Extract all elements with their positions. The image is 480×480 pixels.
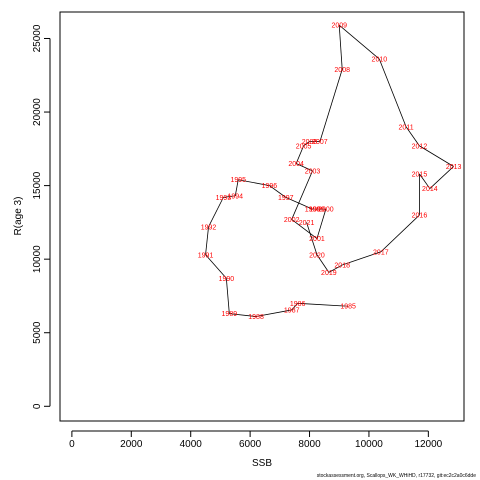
segment-2007-2008	[319, 69, 343, 142]
x-tick-label: 0	[69, 439, 75, 450]
year-label-1993: 1993	[216, 195, 232, 202]
y-tick-label: 10000	[32, 245, 43, 273]
segment-1996-1997	[269, 185, 286, 198]
year-label-2016: 2016	[412, 213, 428, 220]
x-tick-label: 4000	[180, 439, 203, 450]
year-label-2013: 2013	[446, 164, 462, 171]
y-tick-label: 5000	[32, 321, 43, 344]
x-tick-label: 2000	[120, 439, 143, 450]
x-tick-label: 6000	[239, 439, 262, 450]
footer-text: stockassessment.org, Scallops_WK_WHiHD, …	[317, 473, 476, 479]
x-tick-label: 8000	[298, 439, 321, 450]
year-label-2005: 2005	[296, 143, 312, 150]
year-label-2004: 2004	[288, 161, 304, 168]
segment-1992-1993	[208, 197, 224, 227]
segment-2009-2010	[338, 24, 380, 60]
year-label-2012: 2012	[412, 143, 428, 150]
trajectory-lines	[205, 24, 454, 317]
segment-2019-2020	[316, 254, 330, 273]
segment-2016-2017	[380, 214, 420, 253]
plot-frame	[59, 11, 465, 422]
year-label-2009: 2009	[331, 23, 347, 30]
segment-2018-2019	[328, 264, 343, 273]
segment-2008-2009	[338, 25, 343, 70]
segment-1989-1990	[225, 278, 230, 314]
segment-2005-2006	[303, 141, 310, 147]
year-label-2000: 2000	[318, 207, 334, 214]
segment-2014-2015	[419, 173, 431, 189]
y-tick-label: 25000	[32, 24, 43, 52]
year-label-1997: 1997	[278, 195, 294, 202]
segment-1987-1988	[255, 309, 292, 317]
year-label-2008: 2008	[334, 67, 350, 74]
segment-2004-2005	[295, 145, 304, 164]
year-label-1987: 1987	[284, 307, 300, 314]
year-label-1992: 1992	[201, 224, 217, 231]
segment-2003-2004	[295, 163, 313, 172]
segment-1985-1986	[297, 302, 349, 307]
segment-2002-2003	[291, 170, 313, 220]
y-tick-label: 0	[32, 403, 43, 409]
year-label-1991: 1991	[198, 252, 214, 259]
segment-1988-1989	[229, 313, 257, 317]
segment-2011-2012	[405, 126, 420, 147]
year-label-1990: 1990	[219, 276, 235, 283]
x-axis-label: SSB	[252, 458, 272, 469]
year-label-2006: 2006	[302, 139, 318, 146]
year-label-2017: 2017	[373, 249, 389, 256]
year-label-2021: 2021	[299, 220, 315, 227]
year-label-2014: 2014	[422, 186, 438, 193]
y-axis-label: R(age 3)	[13, 197, 24, 236]
segment-1997-1998	[285, 197, 313, 210]
x-tick-label: 10000	[355, 439, 383, 450]
segment-1994-1995	[234, 179, 239, 196]
segment-1991-1992	[205, 226, 209, 255]
segment-2017-2018	[342, 251, 381, 266]
year-label-2010: 2010	[372, 57, 388, 64]
x-axis: 0 2000 4000 6000 8000 10000 12000	[69, 430, 443, 450]
segment-2001-2002	[291, 219, 318, 239]
year-label-1988: 1988	[248, 314, 264, 321]
y-tick-label: 15000	[32, 171, 43, 199]
segment-1986-1987	[291, 303, 298, 311]
y-tick-label: 20000	[32, 98, 43, 126]
year-label-1985: 1985	[340, 304, 356, 311]
segment-2010-2011	[378, 58, 407, 127]
year-label-1998: 1998	[305, 207, 321, 214]
y-axis: 0 5000 10000 15000 20000 25000	[32, 24, 51, 409]
year-label-2020: 2020	[309, 252, 325, 259]
year-label-2011: 2011	[399, 124, 414, 131]
year-label-1986: 1986	[290, 301, 306, 308]
year-label-2002: 2002	[284, 217, 300, 224]
segment-2012-2013	[419, 145, 454, 167]
year-label-2019: 2019	[321, 270, 337, 277]
segment-1990-1991	[205, 254, 227, 279]
year-label-2003: 2003	[305, 168, 321, 175]
year-label-1989: 1989	[222, 311, 238, 318]
x-tick-label: 12000	[414, 439, 442, 450]
year-label-2015: 2015	[412, 171, 428, 178]
segment-1993-1994	[223, 195, 236, 198]
segment-1995-1996	[238, 179, 270, 186]
year-label-2001: 2001	[309, 236, 325, 243]
year-label-1999: 1999	[309, 207, 325, 214]
segment-2000-2001	[316, 209, 327, 239]
segment-2013-2014	[429, 166, 454, 189]
year-label-2007: 2007	[312, 139, 328, 146]
segment-2020-2021	[306, 222, 318, 255]
year-label-2018: 2018	[334, 263, 350, 270]
year-label-1996: 1996	[262, 183, 278, 190]
year-label-1994: 1994	[227, 193, 243, 200]
year-label-1995: 1995	[230, 177, 246, 184]
